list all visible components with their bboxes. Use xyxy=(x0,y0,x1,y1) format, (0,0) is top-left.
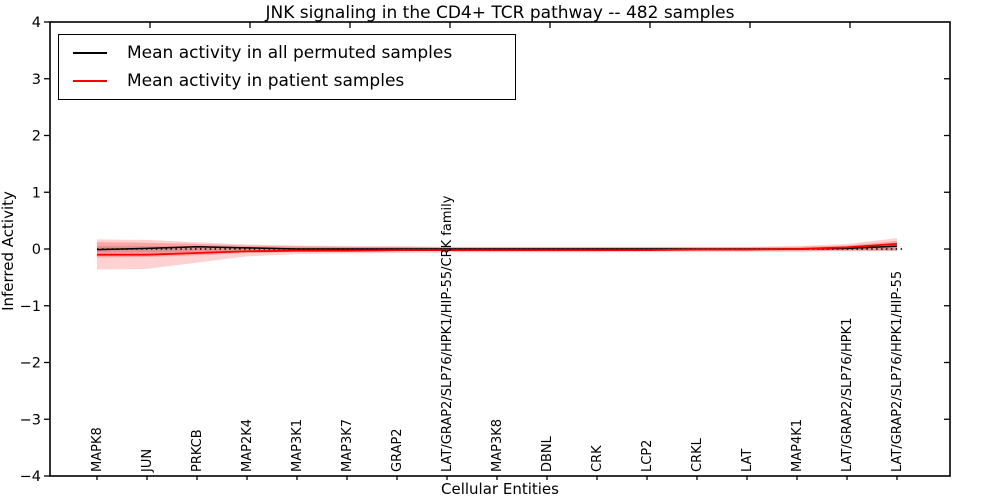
x-axis-label: Cellular Entities xyxy=(441,480,559,498)
y-tick-label: 3 xyxy=(32,72,41,88)
legend-line-sample-patient xyxy=(73,80,107,82)
x-category-label: LCP2 xyxy=(640,440,655,472)
y-tick-label: −1 xyxy=(20,299,41,315)
x-category-label: DBNL xyxy=(540,435,555,472)
x-category-label: PRKCB xyxy=(190,429,205,472)
x-category-label: JUN xyxy=(140,449,155,473)
x-category-label: LAT xyxy=(740,449,755,472)
x-category-label: CRKL xyxy=(690,437,705,472)
legend-label-patient: Mean activity in patient samples xyxy=(127,71,405,91)
x-category-label: CRK xyxy=(590,445,605,472)
x-category-label: MAP3K8 xyxy=(490,419,505,472)
y-tick-label: 0 xyxy=(32,242,41,258)
y-tick-label: 2 xyxy=(32,129,41,145)
x-category-label: MAP2K4 xyxy=(240,419,255,472)
y-tick-label: −4 xyxy=(20,469,41,485)
legend-label-permuted: Mean activity in all permuted samples xyxy=(127,43,453,63)
legend-item-permuted: Mean activity in all permuted samples xyxy=(73,43,515,63)
x-category-label: LAT/GRAP2/SLP76/HPK1/HIP-55 xyxy=(890,271,905,472)
legend: Mean activity in all permuted samples Me… xyxy=(58,34,516,100)
x-category-label: LAT/GRAP2/SLP76/HPK1/HIP-55/CRK family xyxy=(440,195,455,472)
band-patient-std-outer xyxy=(97,238,897,270)
x-category-label: MAPK8 xyxy=(90,427,105,472)
legend-line-sample-permuted xyxy=(73,52,107,54)
x-category-label: MAP4K1 xyxy=(790,419,805,472)
x-category-label: LAT/GRAP2/SLP76/HPK1 xyxy=(840,318,855,472)
x-category-label: MAP3K7 xyxy=(340,419,355,472)
x-category-label: MAP3K1 xyxy=(290,419,305,472)
legend-item-patient: Mean activity in patient samples xyxy=(73,71,515,91)
y-tick-label: 4 xyxy=(32,15,41,31)
y-tick-label: −2 xyxy=(20,356,41,372)
y-tick-label: −3 xyxy=(20,412,41,428)
x-category-label: GRAP2 xyxy=(390,428,405,472)
chart-title: JNK signaling in the CD4+ TCR pathway --… xyxy=(265,3,735,23)
y-tick-label: 1 xyxy=(32,185,41,201)
patient-mean-line xyxy=(97,242,898,256)
